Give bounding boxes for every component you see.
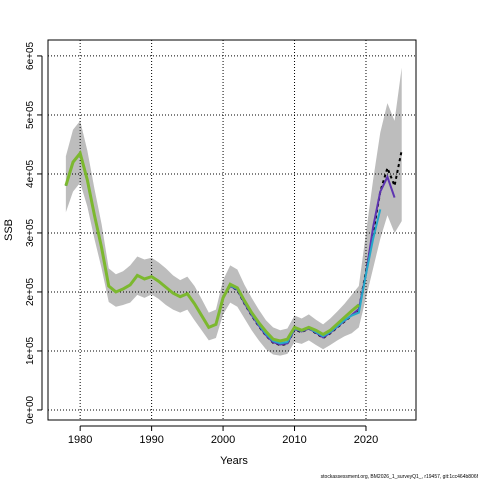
y-tick-label: 1e+05 bbox=[25, 336, 36, 365]
y-tick-label: 6e+05 bbox=[25, 41, 36, 70]
y-tick-label: 0e+00 bbox=[25, 395, 36, 424]
x-tick-label: 1990 bbox=[139, 434, 163, 446]
x-tick-label: 2010 bbox=[282, 434, 306, 446]
x-tick-label: 2020 bbox=[354, 434, 378, 446]
x-tick-label: 1980 bbox=[68, 434, 92, 446]
plot-frame bbox=[47, 39, 417, 421]
series-line bbox=[64, 150, 360, 343]
y-tick-label: 3e+05 bbox=[25, 218, 36, 247]
y-axis-label: SSB bbox=[3, 219, 15, 241]
y-tick-label: 2e+05 bbox=[25, 277, 36, 306]
y-tick-label: 5e+05 bbox=[25, 100, 36, 129]
x-tick-label: 2000 bbox=[211, 434, 235, 446]
footnote: stockassessment.org, BM2026_1_surveyQ1_,… bbox=[321, 474, 479, 480]
x-axis-label: Years bbox=[220, 455, 248, 467]
y-tick-label: 4e+05 bbox=[25, 159, 36, 188]
confidence-band bbox=[65, 67, 402, 356]
